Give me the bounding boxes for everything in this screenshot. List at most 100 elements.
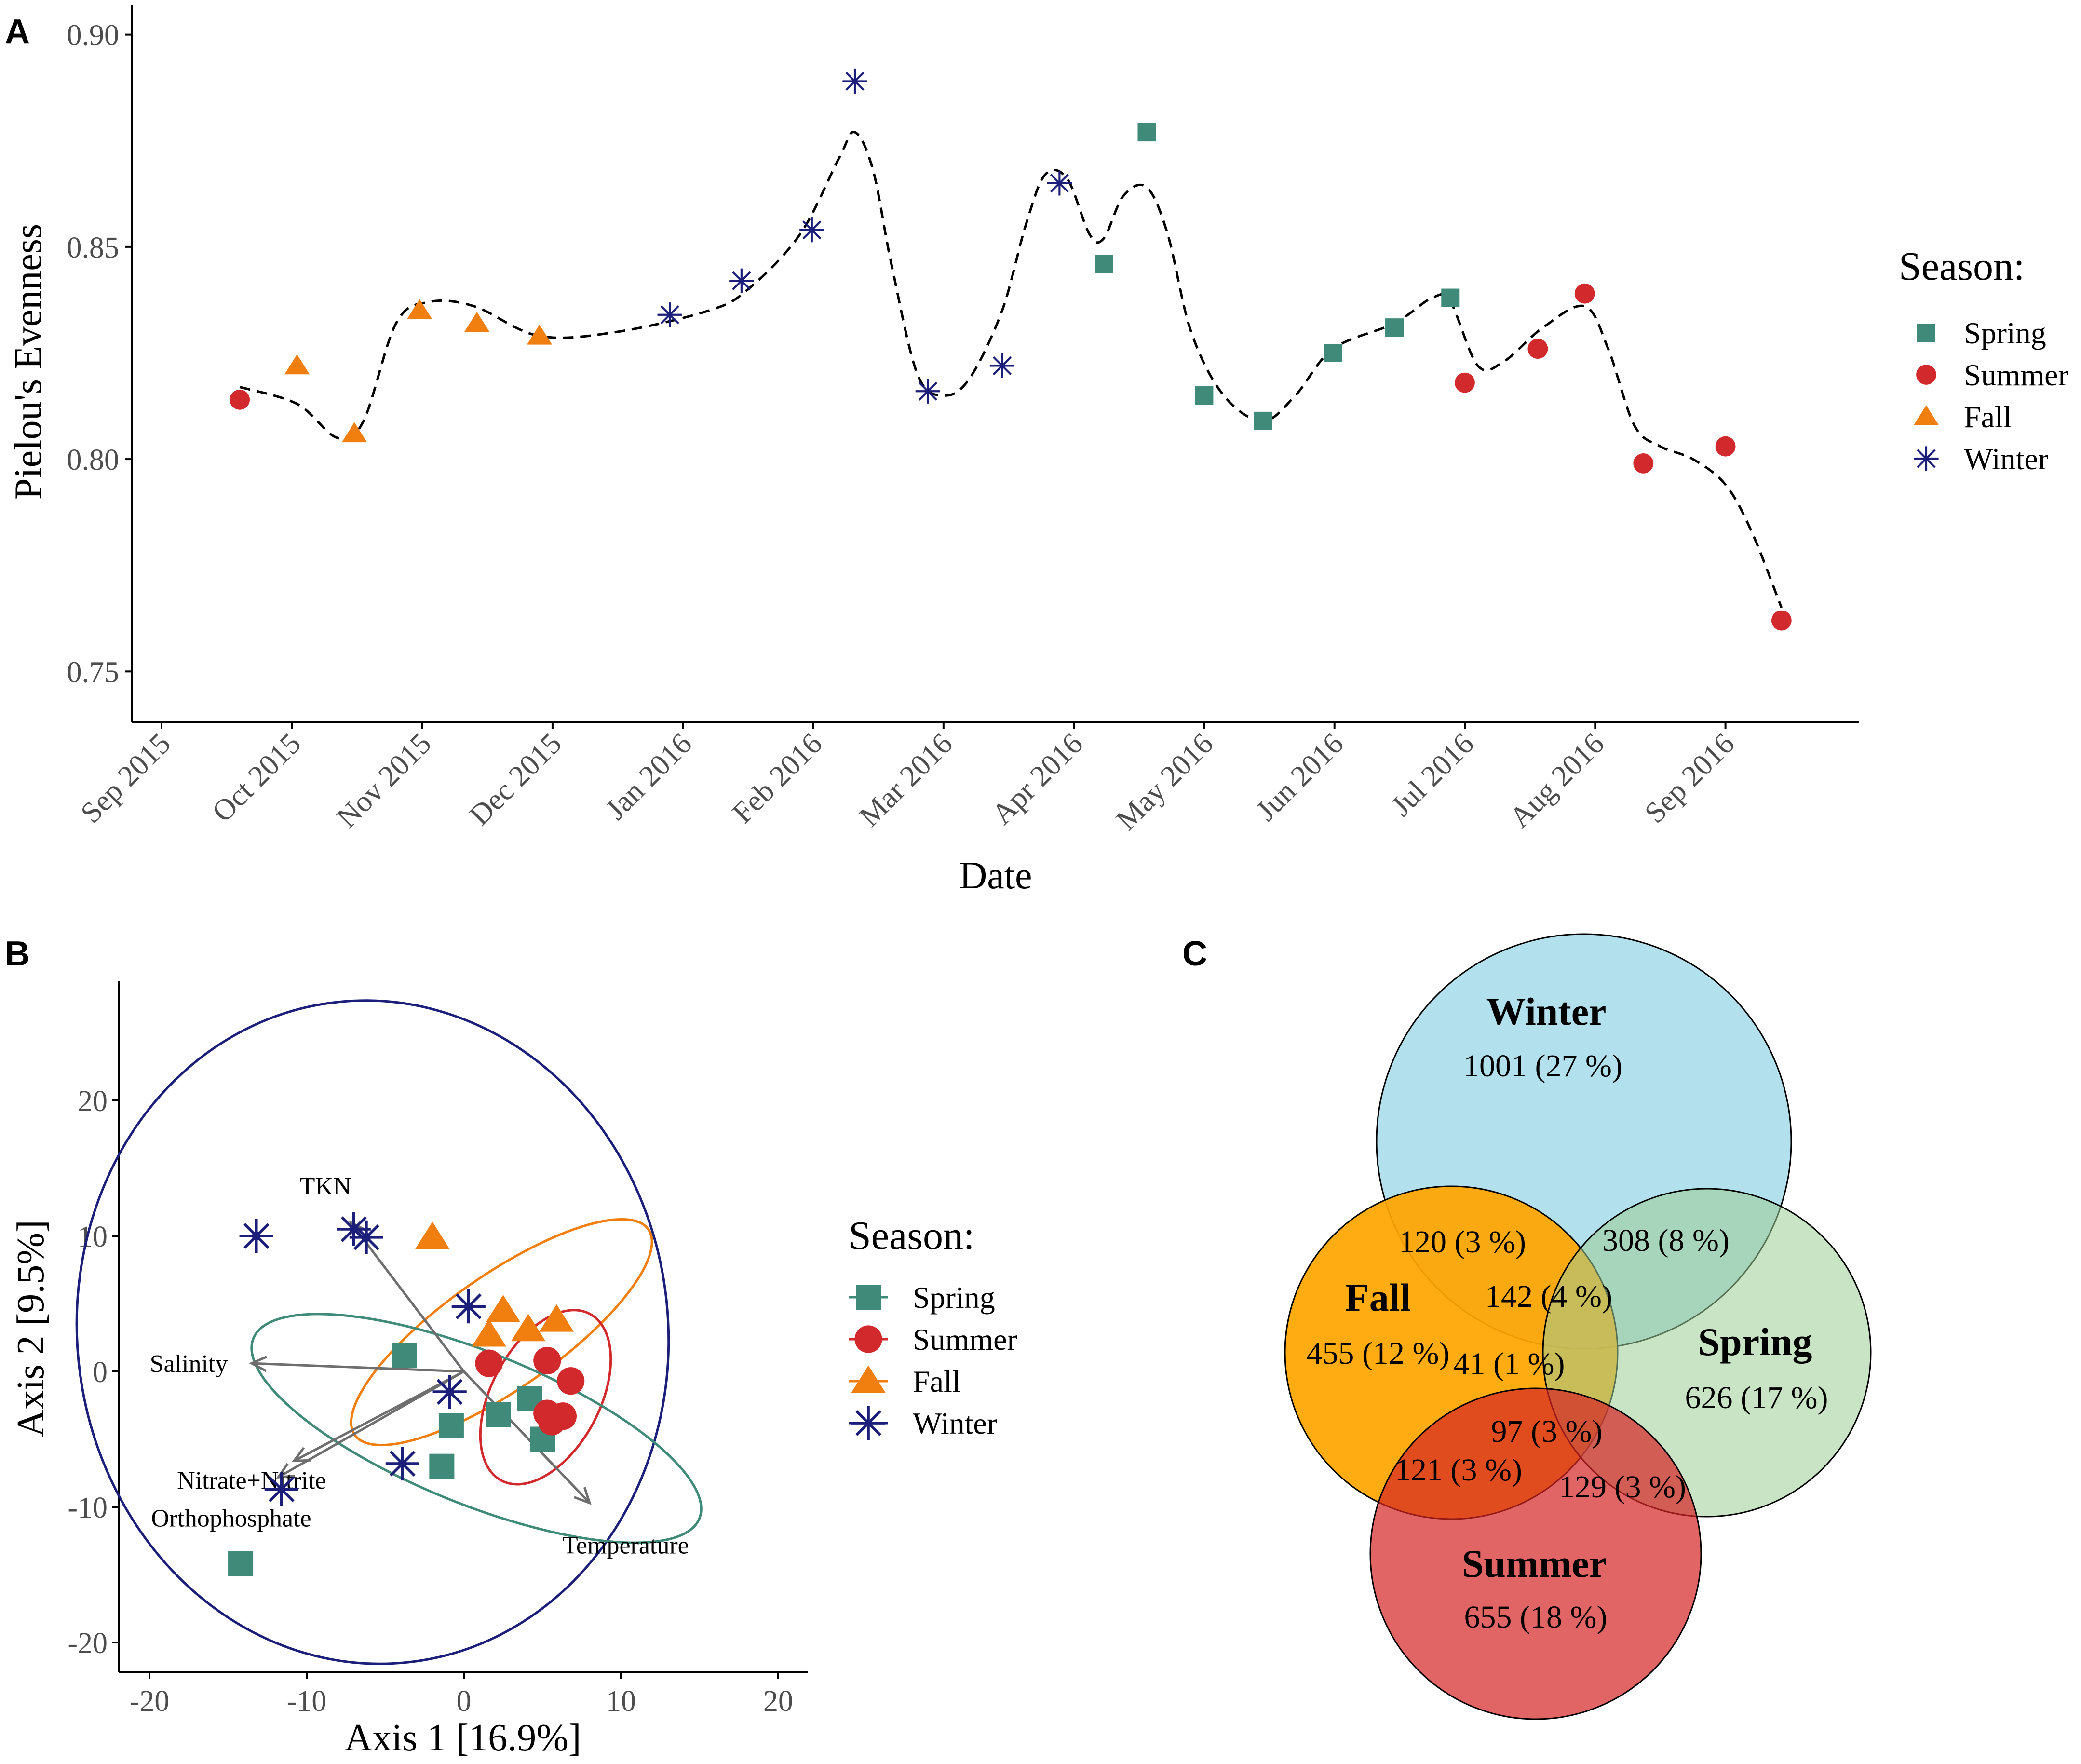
venn-count-winter-fall-spring: 142 (4 %) xyxy=(1485,1279,1612,1314)
panel-a-legend-label-spring: Spring xyxy=(1964,316,2046,350)
panel-b-point-fall xyxy=(472,1319,506,1347)
panel-a-x-label: Date xyxy=(959,855,1032,897)
panel-b-point-spring xyxy=(228,1551,254,1577)
panel-a-point-summer xyxy=(1527,339,1548,359)
panel-a-point-spring xyxy=(1195,386,1214,405)
panel-a-point-summer xyxy=(1715,436,1736,457)
panel-a-legend-key-spring xyxy=(1917,324,1935,342)
venn-count-fall-spring-summer: 97 (3 %) xyxy=(1491,1414,1603,1449)
panel-a-legend-key-fall xyxy=(1913,405,1939,425)
panel-b-ellipse-winter xyxy=(75,999,670,1665)
panel-b-point-winter-center xyxy=(252,1232,261,1240)
panel-a-point-fall xyxy=(341,422,367,443)
panel-b-point-spring xyxy=(438,1413,464,1438)
panel-b-x-tick-label: -20 xyxy=(130,1685,170,1718)
panel-a-point-fall xyxy=(407,299,432,319)
panel-a-x-tick-label: Jul 2016 xyxy=(1385,727,1480,823)
panel-b-legend-key-winter xyxy=(851,1406,886,1440)
panel-a-x-tick-label: Sep 2015 xyxy=(74,727,176,829)
panel-a-point-summer xyxy=(1455,372,1475,393)
venn-count-winter-fall: 120 (3 %) xyxy=(1399,1224,1526,1260)
panel-b-vector-arrowhead xyxy=(291,1447,311,1463)
panel-a-legend-label-summer: Summer xyxy=(1964,358,2068,392)
panel-b-vector-line xyxy=(463,1370,591,1504)
panel-a-legend-label-fall: Fall xyxy=(1964,400,2012,434)
panel-b-vector-label: Temperature xyxy=(563,1532,689,1560)
panel-a-point-winter xyxy=(799,217,824,243)
panel-a-x-tick-label: Jan 2016 xyxy=(599,727,698,826)
panel-b-legend-label-winter: Winter xyxy=(913,1406,997,1440)
panel-b-point-winter-center xyxy=(445,1387,454,1397)
panel-b-x-tick-label: 10 xyxy=(606,1685,636,1718)
panel-b-vector-line xyxy=(350,1221,465,1372)
panel-a-x-tick-label: Aug 2016 xyxy=(1503,727,1610,834)
panel-a-y-label: Pielou's Evenness xyxy=(7,224,50,500)
panel-a-x-tick-label: Apr 2016 xyxy=(986,727,1089,831)
panel-a-point-fall xyxy=(284,354,310,375)
panel-a-point-fall xyxy=(527,325,552,345)
panel-a-x-tick-label: May 2016 xyxy=(1110,727,1219,837)
panel-b-x-ticks: -20 -10 0 10 20 xyxy=(130,1672,793,1718)
panel-b-legend-key-spring xyxy=(856,1285,881,1310)
panel-b-ordination: -20 -10 0 10 20 -20 -10 0 10 20 Salinity TKN Nitra… xyxy=(10,981,1017,1759)
panel-a-x-tick-label: Nov 2015 xyxy=(330,727,437,834)
panel-a-point-winter xyxy=(915,379,941,404)
panel-a-x-tick-label: Dec 2015 xyxy=(463,727,568,832)
panel-a-legend: Season: Spring Summer Fall Winter xyxy=(1899,244,2068,476)
panel-b-point-summer xyxy=(533,1346,561,1375)
panel-b-y-tick-label: -10 xyxy=(68,1492,108,1524)
panel-a-legend-label-winter: Winter xyxy=(1964,442,2048,476)
venn-count-spring: 626 (17 %) xyxy=(1685,1380,1828,1415)
venn-label-winter: Winter xyxy=(1486,990,1606,1033)
panel-b-point-spring xyxy=(392,1343,417,1368)
panel-b-y-tick-label: 10 xyxy=(78,1221,108,1253)
panel-b-legend-key-fall xyxy=(851,1365,886,1393)
panel-a-x-tick-label: Sep 2016 xyxy=(1638,727,1741,829)
panel-a-points xyxy=(230,68,1792,631)
panel-b-vector-arrowhead xyxy=(574,1487,592,1505)
venn-count-fall: 455 (12 %) xyxy=(1307,1336,1450,1371)
panel-b-point-winter-center xyxy=(398,1459,407,1468)
panel-label-c: C xyxy=(1182,935,1207,973)
panel-a-point-winter xyxy=(1047,171,1072,196)
panel-b-point-summer xyxy=(538,1408,566,1436)
panel-a-x-tick-label: Oct 2015 xyxy=(206,727,307,828)
panel-b-vector-label: TKN xyxy=(300,1173,351,1200)
panel-b-legend-label-spring: Spring xyxy=(913,1280,995,1315)
panel-a-point-spring xyxy=(1385,318,1404,337)
panel-b-x-tick-label: 0 xyxy=(457,1685,472,1718)
panel-label-a: A xyxy=(5,13,30,51)
panel-b-ellipse-spring xyxy=(250,1313,703,1544)
panel-b-vector-line xyxy=(293,1370,465,1462)
panel-b-vector-label: Salinity xyxy=(150,1350,228,1378)
panel-b-point-summer xyxy=(475,1349,503,1377)
panel-a-x-tick-label: Mar 2016 xyxy=(853,727,959,833)
venn-circle-summer xyxy=(1369,1387,1702,1720)
panel-b-legend-label-fall: Fall xyxy=(913,1364,961,1398)
venn-count-spring-summer: 129 (3 %) xyxy=(1559,1469,1686,1505)
panel-a-legend-title: Season: xyxy=(1899,244,2025,289)
panel-a-y-ticks: 0.75 0.80 0.85 0.90 xyxy=(67,19,132,689)
panel-b-y-label: Axis 2 [9.5%] xyxy=(10,1220,52,1437)
panel-b-points xyxy=(228,1212,585,1577)
panel-a-legend-key-summer xyxy=(1916,365,1936,385)
panel-b-vector-arrowhead xyxy=(249,1356,268,1372)
panel-b-y-tick-label: -20 xyxy=(68,1627,108,1660)
panel-b-legend-title: Season: xyxy=(849,1213,974,1258)
panel-b-vector-label: Orthophosphate xyxy=(151,1505,311,1532)
panel-a-point-summer xyxy=(1574,283,1595,304)
panel-a-x-ticks: Sep 2015 Oct 2015 Nov 2015 Dec 2015 Jan 2016… xyxy=(74,722,1741,837)
panel-a-point-spring xyxy=(1095,255,1113,273)
panel-a-point-spring xyxy=(1441,288,1460,307)
panel-c-venn: Winter 1001 (27 %) Fall 455 (12 %) Sprin… xyxy=(1284,933,1872,1720)
panel-a-point-spring xyxy=(1324,343,1342,362)
panel-b-x-tick-label: -10 xyxy=(287,1685,327,1718)
panel-b-vector-line xyxy=(251,1362,464,1373)
venn-count-fall-spring: 41 (1 %) xyxy=(1454,1346,1565,1382)
panel-b-point-fall xyxy=(415,1221,450,1249)
panel-b-point-spring xyxy=(486,1402,511,1427)
panel-b-legend-label-summer: Summer xyxy=(913,1322,1017,1357)
panel-a-axes xyxy=(131,5,1859,723)
panel-b-point-fall xyxy=(511,1314,546,1342)
venn-count-winter-spring: 308 (8 %) xyxy=(1602,1223,1730,1258)
